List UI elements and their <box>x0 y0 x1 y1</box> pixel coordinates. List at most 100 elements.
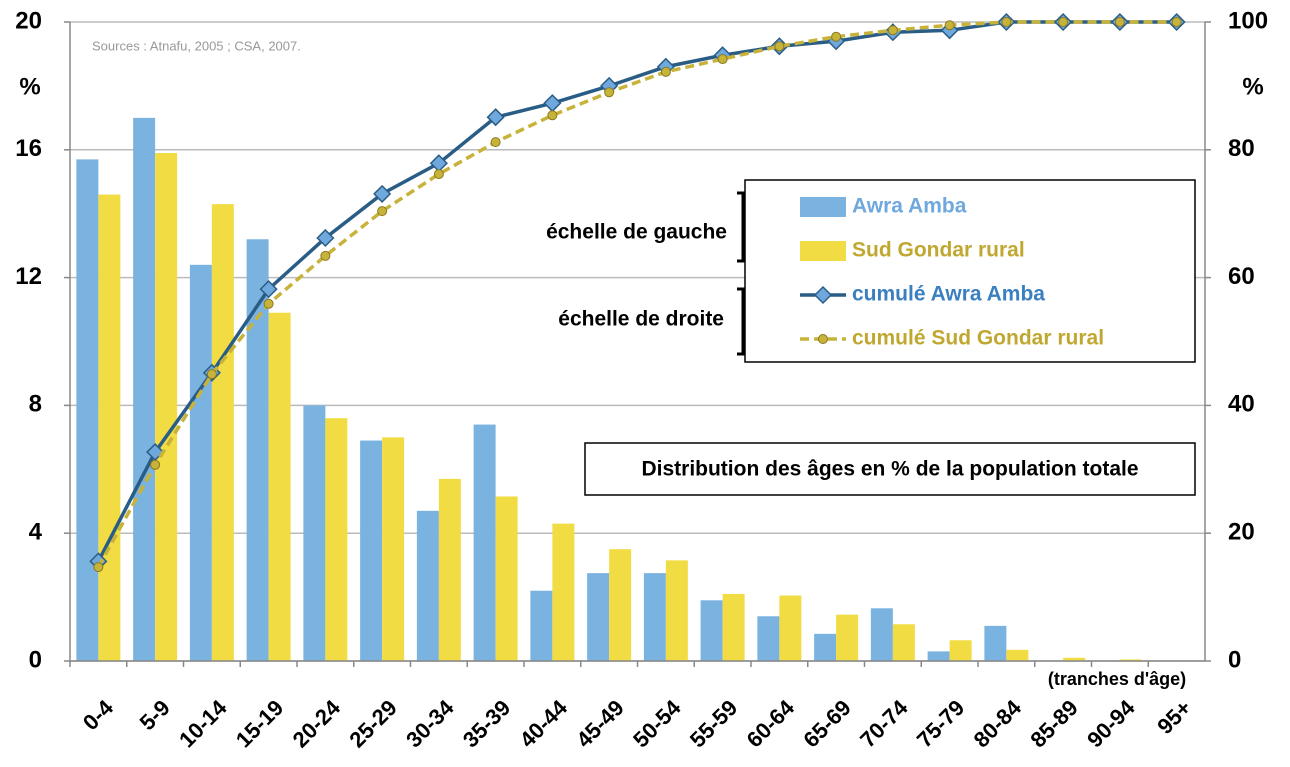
marker <box>818 334 828 344</box>
y-tick-label: 16 <box>15 135 42 162</box>
x-tick-label: 20-24 <box>288 694 346 752</box>
x-tick-label: 95+ <box>1152 695 1196 739</box>
bar <box>587 573 610 661</box>
bar <box>609 549 632 661</box>
annotation-box <box>584 442 1196 496</box>
marker <box>774 41 785 52</box>
marker <box>717 54 728 65</box>
bar <box>495 496 518 661</box>
y2-tick-label: 20 <box>1228 519 1255 546</box>
legend-swatch <box>800 241 846 261</box>
legend-label: Awra Amba <box>852 195 967 218</box>
y-tick-label: 0 <box>29 646 42 673</box>
bar <box>779 595 802 661</box>
bar <box>892 624 915 661</box>
bar <box>984 625 1007 661</box>
marker <box>944 20 955 31</box>
x-tick-label: 55-59 <box>685 695 742 752</box>
y-axis-label: % <box>19 73 40 100</box>
x-tick-label: 50-54 <box>628 694 686 752</box>
bar <box>211 204 234 662</box>
bar <box>1119 659 1142 661</box>
bar <box>870 608 893 661</box>
marker <box>813 285 833 305</box>
x-axis-label: (tranches d'âge) <box>1048 669 1186 689</box>
bar <box>530 590 553 661</box>
marker <box>543 94 562 113</box>
y-tick-label: 8 <box>29 391 42 418</box>
x-tick-label: 35-39 <box>458 695 515 752</box>
marker <box>486 108 505 127</box>
x-tick-label: 5-9 <box>135 695 175 735</box>
bar <box>814 633 837 661</box>
marker <box>1171 17 1182 27</box>
y2-tick-label: 60 <box>1228 263 1255 290</box>
marker <box>150 459 161 470</box>
bar <box>325 418 348 661</box>
x-tick-label: 10-14 <box>174 694 232 752</box>
bar <box>438 478 461 661</box>
x-tick-label: 25-29 <box>344 695 401 752</box>
bar <box>360 440 383 661</box>
y-tick-label: 12 <box>15 263 42 290</box>
y-tick-label: 4 <box>29 519 43 546</box>
bar <box>155 152 178 661</box>
x-tick-label: 65-69 <box>798 695 855 752</box>
x-tick-label: 30-34 <box>401 694 459 752</box>
bar <box>757 616 780 661</box>
bar <box>268 312 291 661</box>
marker <box>433 169 444 180</box>
bar <box>382 437 405 661</box>
bar <box>246 239 269 661</box>
marker <box>93 562 104 573</box>
bar <box>473 424 496 661</box>
legend-label: cumulé Awra Amba <box>852 283 1045 306</box>
bar <box>189 264 212 661</box>
x-tick-label: 85-89 <box>1025 695 1082 752</box>
marker <box>831 31 842 42</box>
x-tick-label: 90-94 <box>1082 694 1140 752</box>
y2-tick-label: 80 <box>1228 135 1255 162</box>
legend-label: cumulé Sud Gondar rural <box>852 327 1104 350</box>
x-tick-label: 80-84 <box>969 694 1027 752</box>
marker <box>263 298 274 309</box>
bar <box>1006 649 1029 661</box>
y-tick-label: 20 <box>15 7 42 34</box>
x-tick-label: 75-79 <box>912 695 969 752</box>
x-tick-label: 15-19 <box>231 695 288 752</box>
bar <box>700 600 723 661</box>
bar <box>76 159 99 661</box>
bar <box>836 614 859 661</box>
bar <box>133 117 156 662</box>
x-tick-label: 0-4 <box>78 694 119 735</box>
source: Sources : Atnafu, 2005 ; CSA, 2007. <box>92 38 301 53</box>
bar <box>416 510 439 661</box>
marker <box>887 25 898 36</box>
bar <box>643 573 666 661</box>
legend-swatch <box>800 197 846 217</box>
marker <box>1114 17 1125 27</box>
marker <box>377 206 388 217</box>
marker <box>660 66 671 77</box>
marker <box>1058 17 1069 27</box>
legend-label: Sud Gondar rural <box>852 239 1025 262</box>
bar <box>949 640 972 661</box>
bar <box>1063 657 1086 661</box>
marker <box>1001 17 1012 27</box>
marker <box>259 280 278 299</box>
bar <box>722 593 745 661</box>
marker <box>316 228 335 248</box>
plot: 0-4 5-9 10-14 15-19 20-24 25-29 30-34 35-39 40-4… <box>69 12 1205 752</box>
x-tick-label: 60-64 <box>742 694 800 752</box>
scale-label: échelle de droite <box>558 308 724 331</box>
bar <box>665 560 688 661</box>
scale-label: échelle de gauche <box>546 221 727 244</box>
bar <box>303 405 326 661</box>
x-tick-label: 40-44 <box>515 694 573 752</box>
x-tick-label: 70-74 <box>855 694 913 752</box>
bar <box>552 523 575 661</box>
y2-tick-label: 40 <box>1228 391 1255 418</box>
line <box>96 20 1177 568</box>
annotation: Distribution des âges en % de la populat… <box>641 458 1138 481</box>
